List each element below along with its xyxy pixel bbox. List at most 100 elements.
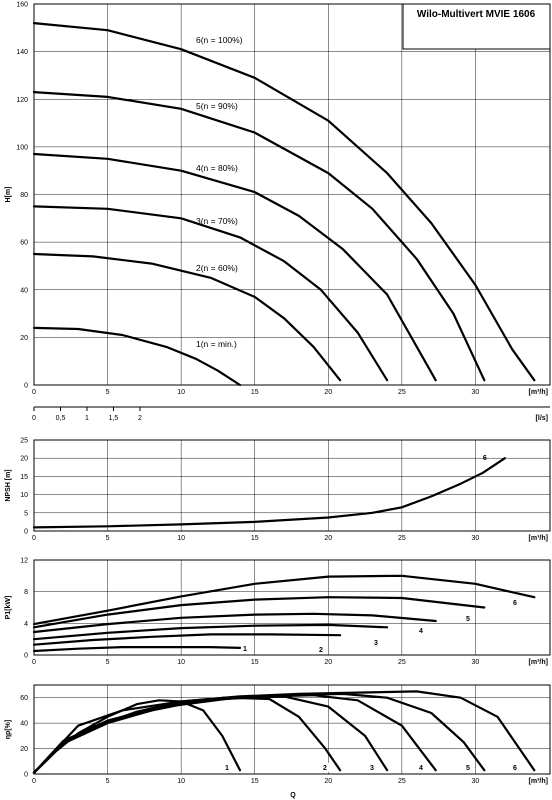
panel-eff: 0 5 10 15 20 25 30 0 20 40 60 [m³/h] ηp[%] 1 2 3 4 5 6 Q (5, 684, 551, 799)
x-tick-label: 10 (177, 389, 185, 396)
panel-head: 0 5 10 15 20 25 30020406080100120140160[m³/h]H… (5, 2, 551, 422)
x-tick-label: 25 (398, 535, 406, 542)
y-tick-label: 20 (20, 335, 28, 342)
x-tick-label: 15 (251, 659, 259, 666)
power-curve-number: 3 (374, 640, 378, 647)
x-tick-label: 20 (324, 535, 332, 542)
npsh-curve-number: 6 (483, 455, 487, 462)
power-curve-number: 6 (513, 600, 517, 607)
y-axis-label: H[m] (5, 187, 12, 203)
curve-label: 6(n = 100%) (196, 35, 243, 45)
x-tick-label: 25 (398, 389, 406, 396)
curve-label: 5(n = 90%) (196, 101, 238, 111)
power-curve-number: 5 (466, 616, 470, 623)
series-line-head-1nmin (32, 326, 242, 387)
series-line-eff-6 (32, 690, 536, 774)
y-tick-label: 0 (24, 529, 28, 536)
series-line-npsh-6 (32, 457, 506, 529)
y-tick-label: 120 (16, 97, 28, 104)
curve-label: 1(n = min.) (196, 339, 237, 349)
x-tick-label: 0 (32, 659, 36, 666)
x-unit-label: [m³/h] (529, 659, 548, 666)
y-tick-label: 40 (20, 721, 28, 728)
y-tick-label: 0 (24, 772, 28, 779)
y-axis-label: P1[kW] (5, 596, 12, 620)
y-tick-label: 4 (24, 621, 28, 628)
series-line-eff-5 (32, 692, 486, 774)
x-tick-label: 15 (251, 778, 259, 785)
power-curve-number: 2 (319, 647, 323, 654)
x-tick-label: 20 (324, 659, 332, 666)
x-tick-label: 10 (177, 535, 185, 542)
series-line-power-1 (32, 646, 242, 653)
x-tick-label: 20 (324, 778, 332, 785)
y-axis-label: ηp[%] (5, 720, 12, 739)
power-curve-number: 1 (243, 646, 247, 653)
series-line-power-6 (32, 574, 536, 626)
x-unit-label: [m³/h] (529, 389, 548, 396)
secondary-tick-label: 0,5 (56, 415, 66, 422)
x-tick-label: 25 (398, 659, 406, 666)
curve-label: 2(n = 60%) (196, 263, 238, 273)
eff-label-bg (462, 763, 474, 772)
y-tick-label: 100 (16, 144, 28, 151)
secondary-tick-label: 1 (85, 415, 89, 422)
series-line-head-2n60 (32, 252, 342, 382)
plot-frame (33, 684, 551, 775)
x-tick-label: 15 (251, 535, 259, 542)
secondary-tick-label: 1,5 (109, 415, 119, 422)
eff-curve-number: 2 (323, 765, 327, 772)
x-tick-label: 30 (472, 778, 480, 785)
y-tick-label: 160 (16, 2, 28, 9)
eff-curve-number: 4 (419, 765, 423, 772)
x-tick-label: 30 (472, 659, 480, 666)
y-tick-label: 0 (24, 383, 28, 390)
series-line-power-3 (32, 623, 389, 641)
series-line-head-6n100 (32, 22, 536, 382)
x-tick-label: 0 (32, 535, 36, 542)
eff-label-bg (366, 763, 378, 772)
x-tick-label: 5 (106, 778, 110, 785)
y-tick-label: 80 (20, 192, 28, 199)
x-tick-label: 10 (177, 778, 185, 785)
y-tick-label: 60 (20, 695, 28, 702)
panel-npsh: 0 5 10 15 20 25 30 0 5 10 15 20 25 [m³/h] NPSH [m] 6 (5, 438, 551, 542)
x-tick-label: 15 (251, 389, 259, 396)
plot-frame (33, 439, 551, 532)
secondary-tick-label: 0 (32, 415, 36, 422)
x-tick-label: 30 (472, 389, 480, 396)
y-tick-label: 5 (24, 510, 28, 517)
x-tick-label: 5 (106, 659, 110, 666)
x-axis-label: Q (290, 792, 296, 799)
x-tick-label: 25 (398, 778, 406, 785)
y-tick-label: 10 (20, 492, 28, 499)
secondary-x-unit-label: [l/s] (536, 415, 548, 422)
y-tick-label: 40 (20, 287, 28, 294)
x-tick-label: 0 (32, 389, 36, 396)
y-tick-label: 0 (24, 653, 28, 660)
series-line-power-5 (32, 596, 486, 629)
y-tick-label: 25 (20, 438, 28, 445)
series-line-head-5n90 (32, 91, 486, 382)
series-line-head-3n70 (32, 205, 389, 382)
y-tick-label: 20 (20, 746, 28, 753)
chart-title: Wilo-Multivert MVIE 1606 (417, 9, 536, 20)
y-tick-label: 20 (20, 456, 28, 463)
series-line-power-4 (32, 612, 437, 634)
curve-label: 4(n = 80%) (196, 163, 238, 173)
y-tick-label: 140 (16, 49, 28, 56)
eff-label-bg (319, 763, 331, 772)
x-unit-label: [m³/h] (529, 778, 548, 785)
x-tick-label: 10 (177, 659, 185, 666)
curve-label: 3(n = 70%) (196, 216, 238, 226)
eff-label-bg (221, 763, 233, 772)
y-tick-label: 15 (20, 474, 28, 481)
y-axis-label: NPSH [m] (5, 469, 12, 501)
x-tick-label: 5 (106, 389, 110, 396)
eff-curve-number: 6 (513, 765, 517, 772)
x-unit-label: [m³/h] (529, 535, 548, 542)
eff-curve-number: 1 (225, 765, 229, 772)
series-line-head-4n80 (32, 152, 437, 382)
